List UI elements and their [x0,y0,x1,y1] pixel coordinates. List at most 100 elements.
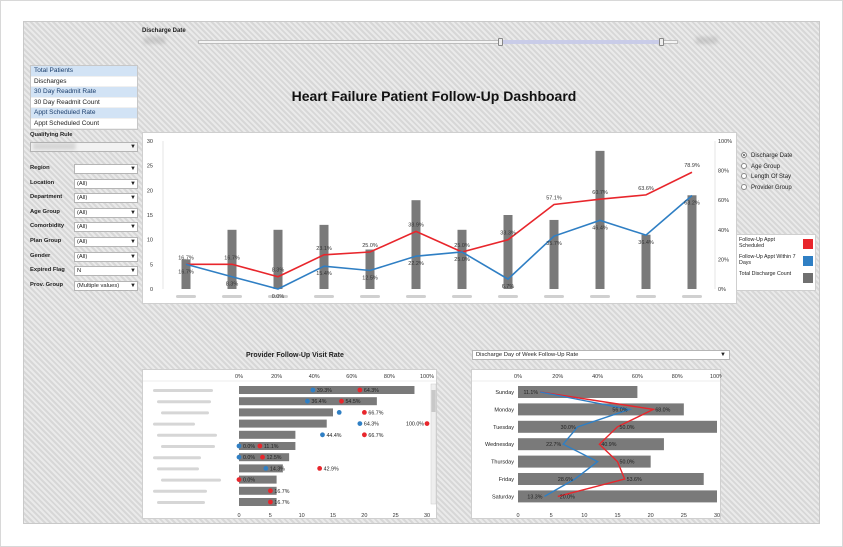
x-tick-label-blurred [406,295,426,298]
filter-value: N [77,268,82,275]
filter-select[interactable]: (All) ▼ [74,237,138,247]
legend-item: Follow-Up Appt Within 7 Days [739,254,813,271]
data-label: 16.7% [274,500,289,506]
radio-dot-icon [741,173,747,180]
day-label: Monday [494,407,514,413]
radio-option[interactable]: Age Group [741,162,792,174]
bar [549,219,559,289]
data-label: 54.5% [345,399,360,405]
pct-tick-label: 20% [271,374,282,380]
data-label: 60.7% [592,190,608,196]
discharge-date-slider-track[interactable] [198,40,678,44]
radio-option[interactable]: Provider Group [741,183,792,195]
measure-item[interactable]: Appt Scheduled Count [31,119,137,129]
bar [239,498,277,506]
bar [239,408,333,417]
discharge-date-slider-label: Discharge Date [142,28,186,34]
filter-select[interactable]: (All) ▼ [74,207,138,218]
y2-tick-label: 80% [718,169,729,175]
filter-select[interactable]: (Multiple values) ▼ [74,280,138,291]
measure-item[interactable]: Discharges [31,77,137,87]
filter-row: Department (All) ▼ [30,193,138,204]
filter-label: Region [30,165,50,171]
measure-item[interactable]: Total Patients [31,66,137,77]
day-label: Wednesday [485,442,514,448]
dow-chart[interactable]: 0% 20% 40% 60% 80% 100% 0 5 10 15 20 25 30 Sunday Mond… [472,370,724,520]
measure-item[interactable]: 30 Day Readmit Count [31,98,137,108]
legend-label: Follow-Up Appt Within 7 Days [739,254,796,266]
provider-name-blurred [153,456,201,460]
bar [239,486,277,495]
data-label: 33.3% [500,231,516,237]
data-label: 25.0% [362,243,378,249]
filter-select[interactable]: (All) ▼ [74,178,138,189]
y-tick-label: 30 [147,139,153,145]
filter-select[interactable]: ▼ [74,164,138,174]
filter-label: Age Group [30,208,60,215]
dashboard-canvas: Discharge Date ▒▒▒▒▒ ▒▒▒▒▒ Total Patient… [23,21,820,524]
chevron-down-icon: ▼ [130,180,136,187]
provider-chart[interactable]: 0% 20% 40% 60% 80% 100% 0 5 10 15 20 25 30 39.3% 64.3%… [143,370,438,520]
measure-item[interactable]: Appt Scheduled Rate [31,108,137,119]
chevron-down-icon: ▼ [130,282,136,289]
y-tick-label: 15 [147,213,153,219]
series-line [185,194,693,290]
scrollbar-thumb[interactable] [431,390,436,412]
slider-end-value: ▒▒▒▒▒ [696,38,718,44]
filter-label: Plan Group [30,238,62,244]
main-chart[interactable]: 0 5 10 15 20 25 30 0% 20% 40% 60% 80% 100% 16.7% 16.7%… [143,133,738,305]
breakdown-radio-group: Discharge Date Age Group Length Of Stay Pro… [741,152,792,194]
data-label: 8.3% [226,282,239,288]
radio-option[interactable]: Length Of Stay [741,173,792,184]
filter-select[interactable]: (All) ▼ [74,222,138,233]
data-label: 28.6% [558,477,573,483]
y-tick-label: 0 [150,287,153,293]
filter-select[interactable]: (All) ▼ [74,251,138,262]
bar [518,455,651,468]
filter-label: Location [30,179,55,186]
count-tick-label: 15 [614,513,620,519]
dow-dropdown-label: Discharge Day of Week Follow-Up Rate [476,352,579,358]
qualifying-rule-select[interactable]: ▒▒▒▒▒▒▒▒▒▒ ▼ [30,142,138,152]
filter-select[interactable]: (All) ▼ [74,193,138,204]
bar [411,200,421,289]
bar [239,430,296,439]
dow-chart-dropdown[interactable]: Discharge Day of Week Follow-Up Rate ▼ [472,350,730,360]
scrollbar-track [430,383,437,505]
radio-option[interactable]: Discharge Date [741,152,792,163]
data-label: 16.7% [178,269,194,275]
filter-row: Comorbidity (All) ▼ [30,222,138,233]
y-tick-label: 5 [150,262,153,268]
qualifying-rule-label: Qualifying Rule [30,132,73,138]
bar [181,259,191,289]
page-title: Heart Failure Patient Follow-Up Dashboar… [291,88,577,104]
bar [687,195,697,289]
count-tick-label: 0 [516,513,519,519]
bar [227,229,237,289]
count-tick-label: 10 [581,513,587,519]
x-tick-label-blurred [268,295,288,298]
red-dot [317,466,323,471]
x-tick-label-blurred [682,295,702,298]
discharge-date-slider-range[interactable] [501,40,661,44]
filter-row: Plan Group (All) ▼ [30,237,138,247]
filter-select[interactable]: N ▼ [74,266,138,277]
dow-chart-panel: 0% 20% 40% 60% 80% 100% 0 5 10 15 20 25 30 Sunday Mond… [471,369,724,520]
slider-end-handle[interactable] [659,38,664,46]
provider-name-blurred [153,389,213,392]
slider-start-handle[interactable] [498,38,503,46]
chevron-down-icon: ▼ [130,224,136,231]
measure-item[interactable]: 30 Day Readmit Rate [31,87,137,98]
day-label: Saturday [492,494,514,500]
data-label: 15.4% [316,271,332,277]
data-label: 39.3% [317,388,332,394]
legend-swatch [803,273,813,283]
provider-name-blurred [157,433,217,437]
pct-tick-label: 40% [309,374,320,380]
x-tick-label-blurred [314,295,334,298]
blue-dot [263,466,269,471]
y2-tick-label: 40% [718,228,729,234]
y2-tick-label: 60% [718,198,729,204]
pct-tick-label: 0% [514,374,522,380]
legend-swatch [803,256,813,266]
